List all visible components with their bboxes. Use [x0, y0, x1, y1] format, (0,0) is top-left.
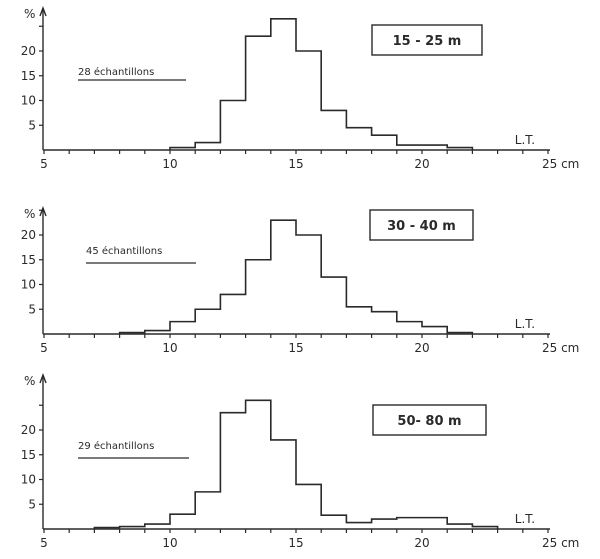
y-tick-label: 10 [21, 94, 36, 108]
sample-count-label: 45 échantillons [86, 245, 162, 257]
depth-range-box [369, 209, 474, 241]
y-tick-label: 20 [21, 228, 36, 242]
y-axis-label: % [24, 7, 35, 21]
x-tick-label: 5 [40, 536, 48, 550]
x-tick-label: 25 cm [542, 157, 579, 171]
y-axis-arrow-icon [39, 373, 47, 384]
histogram-steps [169, 18, 474, 150]
y-tick-label: 20 [21, 44, 36, 58]
y-tick-label: 20 [21, 423, 36, 437]
depth-range-box [372, 404, 487, 436]
x-tick-label: 5 [40, 157, 48, 171]
depth-range-label: 30 - 40 m [387, 219, 456, 234]
histogram-steps [93, 399, 499, 529]
x-tick-label: 10 [162, 157, 177, 171]
x-tick-label: 10 [162, 536, 177, 550]
x-axis-label: L.T. [515, 133, 535, 147]
y-tick-label: 15 [21, 448, 36, 462]
x-tick-label: 15 [288, 341, 303, 355]
x-tick-label: 20 [414, 536, 429, 550]
depth-range-label: 15 - 25 m [393, 34, 462, 49]
x-tick-label: 25 cm [542, 536, 579, 550]
y-tick-label: 5 [28, 497, 36, 511]
y-tick-label: 10 [21, 473, 36, 487]
y-tick-label: 15 [21, 69, 36, 83]
depth-range-label: 50- 80 m [397, 414, 461, 429]
y-tick-label: 5 [28, 118, 36, 132]
histogram-panel-3: % 5 10 15 20 5 10 15 20 25 cm L.T. 50- 80 m 29 échan… [21, 373, 579, 550]
x-tick-label: 20 [414, 341, 429, 355]
y-axis-label: % [24, 207, 35, 221]
y-axis-label: % [24, 374, 35, 388]
y-tick-label: 15 [21, 253, 36, 267]
x-tick-label: 20 [414, 157, 429, 171]
x-tick-label: 5 [40, 341, 48, 355]
x-tick-label: 15 [288, 157, 303, 171]
depth-range-box [371, 24, 483, 56]
x-axis-label: L.T. [515, 317, 535, 331]
histogram-steps [118, 219, 474, 334]
y-tick-label: 10 [21, 278, 36, 292]
x-axis-label: L.T. [515, 512, 535, 526]
y-tick-label: 5 [28, 302, 36, 316]
histogram-panel-2: % 5 10 15 20 5 10 15 20 25 cm L.T. 30 - 40 m 45 écha… [21, 206, 579, 355]
sample-count-label: 29 échantillons [78, 440, 154, 452]
y-axis-arrow-icon [39, 6, 47, 17]
x-tick-label: 10 [162, 341, 177, 355]
sample-count-label: 28 échantillons [78, 66, 154, 78]
y-axis-arrow-icon [39, 206, 47, 217]
histogram-panel-1: % 5 10 15 20 5 10 15 20 25 cm L.T. 15 - 25 m 28 écha… [21, 6, 579, 171]
x-tick-label: 25 cm [542, 341, 579, 355]
x-tick-label: 15 [288, 536, 303, 550]
